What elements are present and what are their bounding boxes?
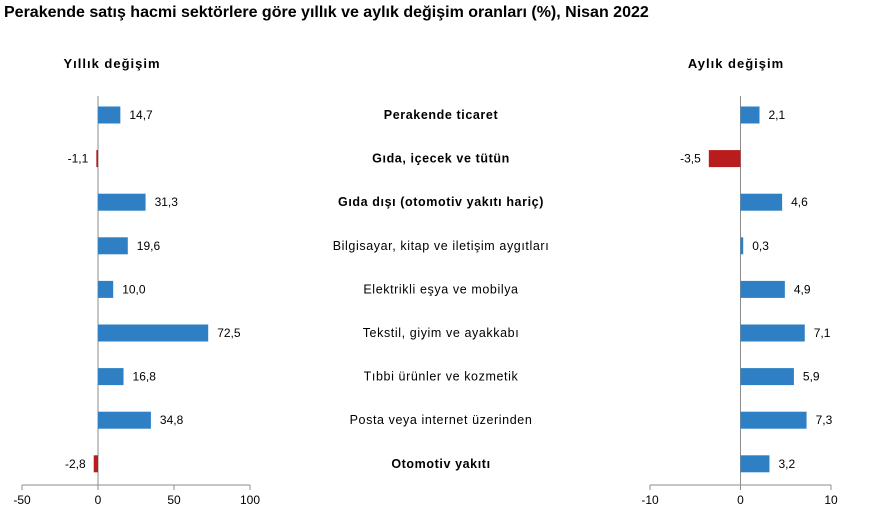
category-label: Perakende ticaret (384, 108, 499, 122)
monthly-bar (740, 193, 783, 211)
category-labels: Perakende ticaret Gıda, içecek ve tütün Gı… (333, 108, 550, 471)
monthly-data-label: 4,9 (794, 282, 811, 296)
category-label: Gıda dışı (otomotiv yakıtı hariç) (338, 195, 544, 209)
yearly-data-label: 16,8 (133, 370, 157, 384)
yearly-bar (98, 280, 114, 298)
monthly-panel-title: Aylık değişim (688, 56, 784, 71)
monthly-bar (708, 150, 741, 168)
yearly-bar (98, 324, 209, 342)
yearly-data-label: -2,8 (65, 457, 86, 471)
monthly-bar (740, 237, 744, 255)
yearly-data-label: 10,0 (122, 282, 146, 296)
monthly-data-label: 5,9 (803, 370, 820, 384)
yearly-tick-label: 0 (95, 493, 102, 507)
yearly-bar (96, 150, 98, 168)
monthly-panel: Aylık değişim -10 0 10 2,1 -3,5 4,6 0,3 4,9 7,1 5,… (641, 56, 838, 507)
monthly-data-label: 2,1 (769, 108, 786, 122)
category-label: Posta veya internet üzerinden (350, 413, 533, 427)
category-label: Bilgisayar, kitap ve iletişim aygıtları (333, 239, 550, 253)
monthly-bar (740, 280, 785, 298)
yearly-panel-title: Yıllık değişim (63, 56, 160, 71)
monthly-tick-label: -10 (641, 493, 659, 507)
yearly-data-label: 19,6 (137, 239, 161, 253)
monthly-bar (740, 106, 760, 124)
monthly-data-label: -3,5 (680, 152, 701, 166)
yearly-data-label: 14,7 (129, 108, 153, 122)
yearly-tick-label: 50 (167, 493, 181, 507)
monthly-bar (740, 411, 807, 429)
yearly-bar (98, 368, 124, 386)
yearly-bar (93, 455, 98, 473)
yearly-bar (98, 411, 151, 429)
yearly-data-label: 72,5 (217, 326, 241, 340)
yearly-tick-label: 100 (240, 493, 260, 507)
yearly-bar (98, 237, 128, 255)
monthly-data-label: 7,1 (814, 326, 831, 340)
yearly-bar (98, 193, 146, 211)
monthly-data-label: 4,6 (791, 195, 808, 209)
monthly-bar (740, 455, 770, 473)
category-label: Otomotiv yakıtı (391, 457, 490, 471)
category-label: Gıda, içecek ve tütün (372, 152, 510, 166)
yearly-bar (98, 106, 121, 124)
category-label: Tıbbi ürünler ve kozmetik (364, 370, 519, 384)
monthly-data-label: 0,3 (752, 239, 769, 253)
monthly-tick-label: 0 (737, 493, 744, 507)
yearly-data-label: 31,3 (155, 195, 179, 209)
yearly-data-label: -1,1 (68, 152, 89, 166)
monthly-bar (740, 368, 794, 386)
yearly-data-label: 34,8 (160, 413, 184, 427)
chart-title: Perakende satış hacmi sektörlere göre yı… (4, 4, 649, 21)
monthly-data-label: 7,3 (816, 413, 833, 427)
yearly-tick-label: -50 (13, 493, 31, 507)
monthly-data-label: 3,2 (778, 457, 795, 471)
monthly-tick-label: 10 (824, 493, 838, 507)
yearly-panel: Yıllık değişim -50 0 50 100 14,7 -1,1 31,3 19,6 1… (13, 56, 260, 507)
monthly-bar (740, 324, 805, 342)
category-label: Elektrikli eşya ve mobilya (363, 282, 518, 296)
category-label: Tekstil, giyim ve ayakkabı (363, 326, 520, 340)
